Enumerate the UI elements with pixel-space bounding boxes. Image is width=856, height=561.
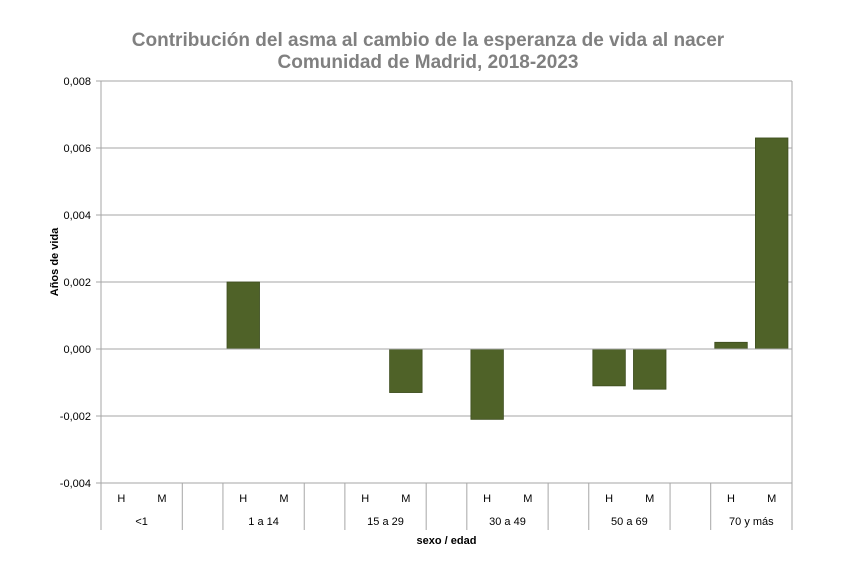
x-sex-label: M — [767, 493, 776, 505]
y-tick-label: -0,002 — [60, 411, 91, 423]
x-sex-label: M — [279, 493, 288, 505]
bar-50-a-69-M — [633, 348, 667, 390]
bar-50-a-69-H — [592, 348, 626, 387]
x-age-label: 50 a 69 — [611, 516, 648, 528]
x-sex-label: H — [361, 493, 369, 505]
x-sex-label: M — [157, 493, 166, 505]
y-tick-label: 0,006 — [63, 143, 91, 155]
chart-subtitle: Comunidad de Madrid, 2018-2023 — [277, 52, 579, 73]
y-tick-label: 0,002 — [63, 277, 91, 289]
chart-title: Contribución del asma al cambio de la es… — [131, 30, 725, 51]
x-age-label: 30 a 49 — [489, 516, 526, 528]
bar-1-a-14-H — [226, 281, 260, 350]
x-sex-label: H — [117, 493, 125, 505]
x-sex-label: H — [727, 493, 735, 505]
x-sex-label: H — [483, 493, 491, 505]
bar-30-a-49-H — [470, 348, 504, 420]
x-age-label: 1 a 14 — [248, 516, 279, 528]
y-axis-label: Años de vida — [49, 227, 61, 296]
x-age-label: <1 — [135, 516, 148, 528]
x-sex-label: M — [645, 493, 654, 505]
x-sex-label: M — [523, 493, 532, 505]
y-tick-label: 0,000 — [63, 344, 91, 356]
x-sex-label: H — [605, 493, 613, 505]
bar-15-a-29-M — [389, 348, 423, 393]
y-tick-label: 0,004 — [63, 210, 91, 222]
x-sex-label: H — [239, 493, 247, 505]
x-sex-label: M — [401, 493, 410, 505]
bar-70-y-m-s-H — [714, 341, 748, 350]
bar-70-y-m-s-M — [755, 137, 789, 350]
x-axis-label: sexo / edad — [417, 535, 477, 547]
y-tick-label: -0,004 — [60, 478, 91, 490]
x-age-label: 15 a 29 — [367, 516, 404, 528]
x-age-label: 70 y más — [729, 516, 774, 528]
y-tick-label: 0,008 — [63, 76, 91, 88]
